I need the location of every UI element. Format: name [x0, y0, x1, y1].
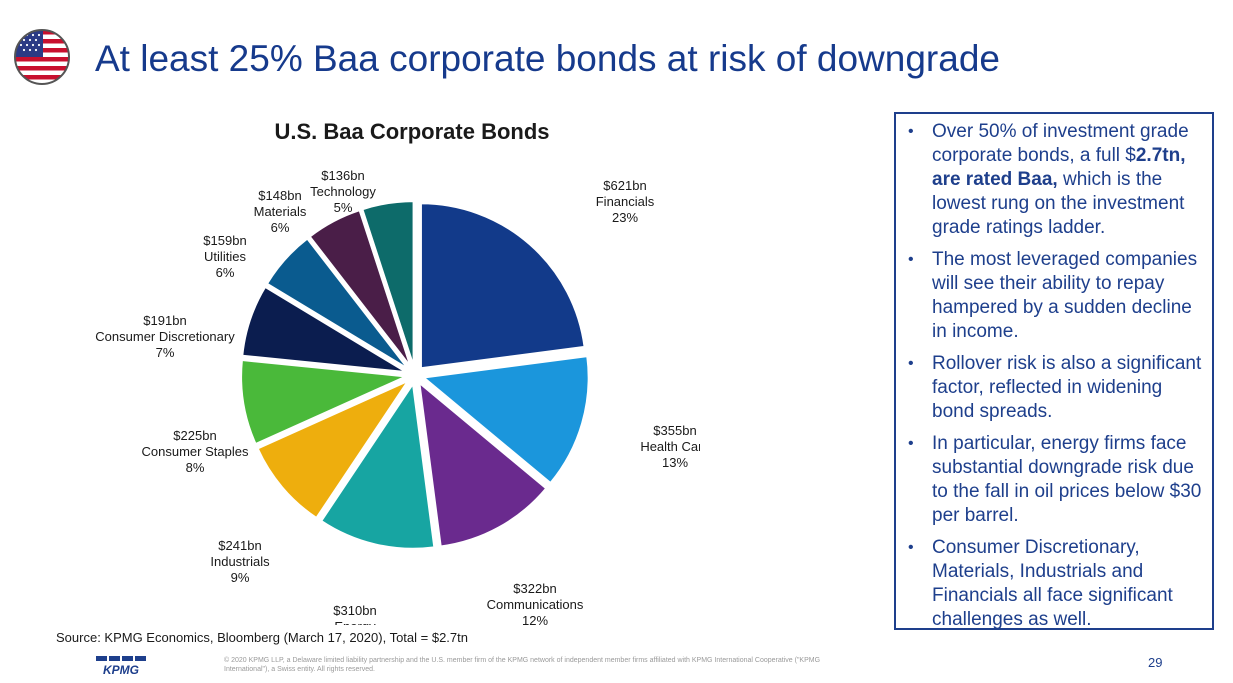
pie-slice-utilities — [265, 237, 410, 370]
pie-slice-consumer-discretionary — [241, 285, 407, 374]
slice-label-line: $241bn — [218, 538, 261, 553]
key-point-2: • The most leveraged companies will see t… — [902, 248, 1206, 344]
key-points-box: • Over 50% of investment grade corporate … — [894, 112, 1214, 630]
source-note: Source: KPMG Economics, Bloomberg (March… — [56, 630, 468, 645]
slice-label-line: 8% — [186, 460, 205, 475]
slice-label-technology: $136bn Technology 5% — [310, 168, 376, 215]
slice-label-line: $355bn — [653, 423, 696, 438]
slice-label-line: 7% — [156, 345, 175, 360]
slice-label-line: Consumer Discretionary — [95, 329, 235, 344]
key-point-text: Over 50% of investment grade corporate b… — [932, 121, 1189, 166]
pie-slice-technology — [361, 200, 415, 367]
slice-label-line: Energy — [334, 619, 376, 625]
key-point-5: • Consumer Discretionary, Materials, Indu… — [902, 536, 1206, 632]
slice-label-line: $225bn — [173, 428, 216, 443]
pie-slice-health-care — [421, 355, 590, 485]
slice-label-line: Materials — [254, 204, 307, 219]
bullet-dot-icon: • — [908, 539, 914, 556]
pie-slice-consumer-staples — [240, 358, 410, 446]
key-point-text: In particular, energy firms face substan… — [932, 433, 1202, 526]
slice-label-industrials: $241bn Industrials 9% — [210, 538, 270, 585]
us-flag-icon — [14, 29, 70, 85]
slice-label-utilities: $159bn Utilities 6% — [203, 233, 246, 280]
slice-label-line: 6% — [216, 265, 235, 280]
slice-label-line: Technology — [310, 184, 376, 199]
bullet-dot-icon: • — [908, 355, 914, 372]
key-point-1: • Over 50% of investment grade corporate … — [902, 120, 1206, 240]
slice-label-line: 13% — [662, 455, 688, 470]
slice-label-line: Financials — [596, 194, 655, 209]
svg-text:KPMG: KPMG — [103, 663, 139, 676]
slice-label-energy: $310bnEnergy11% — [333, 603, 376, 625]
key-point-text: Consumer Discretionary, Materials, Indus… — [932, 537, 1173, 630]
pie-slice-energy — [319, 380, 436, 550]
key-point-3: • Rollover risk is also a significant fac… — [902, 352, 1206, 424]
key-point-4: • In particular, energy firms face substa… — [902, 432, 1206, 528]
slice-label-line: 9% — [231, 570, 250, 585]
slice-label-line: Utilities — [204, 249, 246, 264]
key-point-text: Rollover risk is also a significant fact… — [932, 353, 1202, 422]
slice-label-line: Communications — [487, 597, 584, 612]
pie-slice-industrials — [256, 378, 411, 520]
pie-slice-materials — [308, 208, 412, 368]
slice-label-materials: $148bn Materials 6% — [254, 188, 307, 235]
slice-label-line: 23% — [612, 210, 638, 225]
slice-label-line: $191bn — [143, 313, 186, 328]
legal-notice: © 2020 KPMG LLP, a Delaware limited liab… — [224, 657, 821, 673]
slice-label-line: $136bn — [321, 168, 364, 183]
page-number: 29 — [1148, 655, 1163, 670]
pie-chart: U.S. Baa Corporate Bonds $621bn Financial… — [95, 119, 700, 625]
slice-label-consumer-discretionary: $191bn Consumer Discretionary 7% — [95, 313, 235, 360]
slice-label-line: $621bn — [603, 178, 646, 193]
key-point-text: which is the lowest rung on the investme… — [932, 169, 1185, 238]
slice-label-line: 12% — [522, 613, 548, 625]
slice-label-line: $322bn — [513, 581, 556, 596]
pie-slice-communications — [418, 380, 548, 548]
slide-title: At least 25% Baa corporate bonds at risk… — [95, 38, 1000, 79]
slice-label-financials: $621bn Financials 23% — [596, 178, 655, 225]
pie-slice-financials — [419, 202, 586, 370]
slice-label-line: $159bn — [203, 233, 246, 248]
key-points-list: • Over 50% of investment grade corporate … — [902, 120, 1206, 632]
slice-label-line: Health Care — [640, 439, 700, 454]
slice-label-line: 5% — [334, 200, 353, 215]
slice-label-line: 6% — [271, 220, 290, 235]
bullet-dot-icon: • — [908, 123, 914, 140]
slice-label-line: $148bn — [258, 188, 301, 203]
chart-title: U.S. Baa Corporate Bonds — [274, 119, 549, 144]
slice-label-line: Consumer Staples — [142, 444, 249, 459]
slice-label-line: Industrials — [210, 554, 270, 569]
slice-label-line: $310bn — [333, 603, 376, 618]
key-point-text: The most leveraged companies will see th… — [932, 249, 1198, 342]
slice-label-consumer-staples: $225bn Consumer Staples 8% — [142, 428, 249, 475]
bullet-dot-icon: • — [908, 435, 914, 452]
slice-label-communications: $322bn Communications 12% — [487, 581, 584, 625]
kpmg-logo: KPMG — [96, 656, 146, 676]
bullet-dot-icon: • — [908, 251, 914, 268]
key-point-text: 2.7tn, are rated Baa, — [932, 145, 1186, 190]
